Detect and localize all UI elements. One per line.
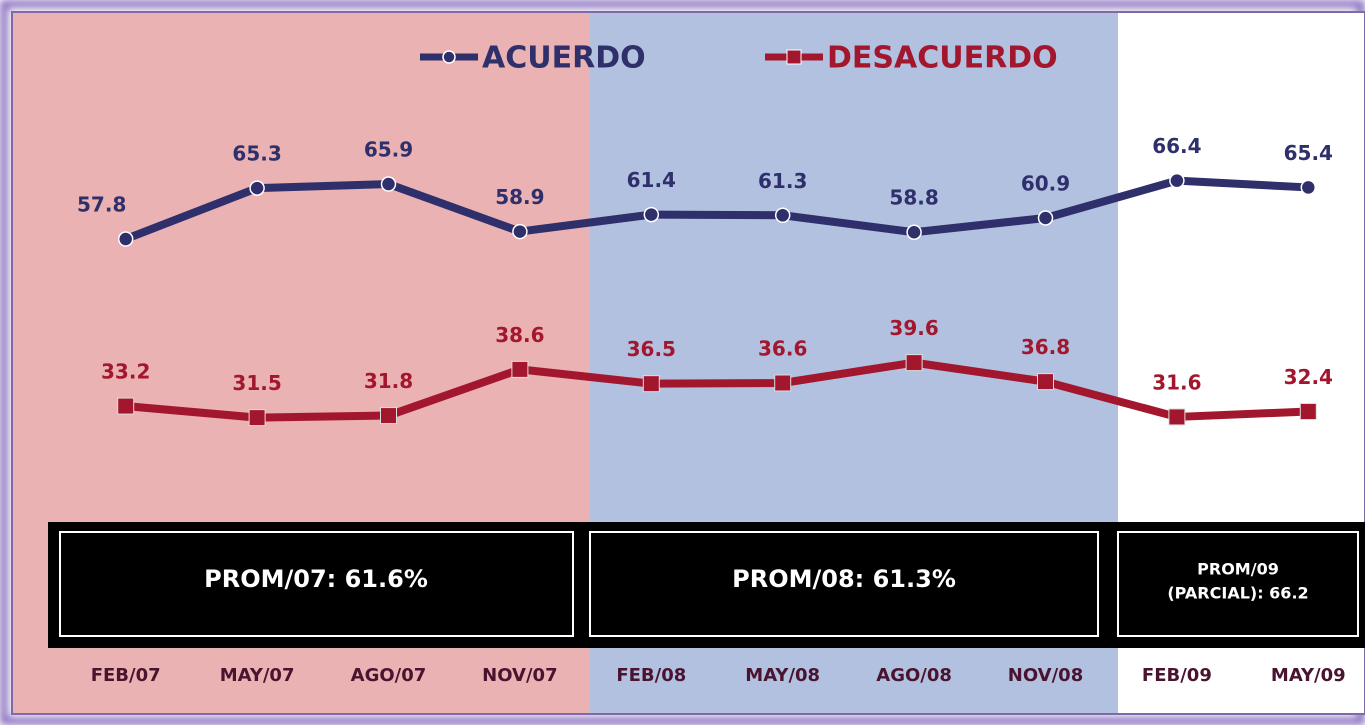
series-line (125, 358, 1309, 422)
data-label: 31.6 (1152, 370, 1201, 394)
point (117, 231, 134, 247)
point (1299, 403, 1317, 421)
point (906, 224, 922, 240)
point (512, 223, 528, 240)
average-box-border (589, 531, 1099, 637)
data-label: 33.2 (101, 360, 150, 384)
data-label: 31.5 (232, 371, 281, 395)
legend-label: ACUERDO (482, 41, 646, 76)
point (905, 354, 923, 372)
x-tick-label: MAY/07 (220, 665, 295, 686)
point (643, 206, 660, 223)
data-label: 36.6 (758, 336, 807, 360)
data-label: 57.8 (77, 193, 126, 217)
legend-marker (442, 50, 456, 64)
point (248, 409, 266, 427)
point (1037, 373, 1054, 391)
point (249, 180, 265, 196)
average-label: (PARCIAL): 66.2 (1167, 584, 1308, 603)
data-label: 58.9 (495, 185, 544, 209)
x-tick-label: FEB/09 (1142, 665, 1212, 686)
point (1037, 210, 1054, 226)
average-label: PROM/09 (1197, 560, 1279, 579)
x-tick-label: AGO/07 (351, 665, 427, 686)
average-box-border (1117, 531, 1359, 637)
data-label: 31.8 (364, 369, 413, 393)
average-box (48, 522, 585, 648)
average-label: PROM/08: 61.3% (732, 565, 956, 593)
data-label: 65.3 (232, 142, 281, 166)
legend-label: DESACUERDO (827, 41, 1058, 76)
average-box (1108, 522, 1365, 648)
point (1168, 408, 1186, 426)
data-label: 32.4 (1284, 365, 1333, 389)
frame (11, 11, 1365, 715)
data-label: 65.9 (364, 138, 413, 162)
data-label: 39.6 (889, 316, 938, 340)
x-tick-label: MAY/09 (1271, 665, 1346, 686)
data-label: 58.8 (889, 186, 938, 210)
average-box-border (59, 531, 574, 637)
point (511, 360, 529, 378)
data-label: 65.4 (1284, 141, 1333, 165)
average-box (580, 522, 1108, 648)
average-boxes (48, 522, 1365, 648)
point (380, 176, 397, 192)
point (117, 397, 135, 415)
data-label: 61.4 (627, 168, 676, 192)
point (774, 374, 792, 392)
point (774, 207, 791, 224)
x-tick-label: AGO/08 (876, 665, 952, 686)
data-label: 61.3 (758, 169, 807, 193)
point (642, 375, 660, 393)
point (380, 407, 397, 425)
x-tick-label: FEB/08 (616, 665, 686, 686)
x-tick-label: NOV/08 (1008, 665, 1083, 686)
x-tick-label: MAY/08 (745, 665, 820, 686)
data-label: 36.5 (627, 337, 676, 361)
data-label: 38.6 (495, 323, 544, 347)
average-label: PROM/07: 61.6% (204, 565, 428, 593)
point (1169, 172, 1185, 189)
point (1300, 179, 1317, 196)
data-label: 36.8 (1021, 335, 1070, 359)
data-label: 60.9 (1021, 171, 1070, 195)
data-label: 66.4 (1152, 134, 1201, 158)
series-line (124, 176, 1309, 243)
legend-marker (786, 49, 802, 65)
x-tick-label: FEB/07 (91, 665, 161, 686)
x-tick-label: NOV/07 (482, 665, 557, 686)
